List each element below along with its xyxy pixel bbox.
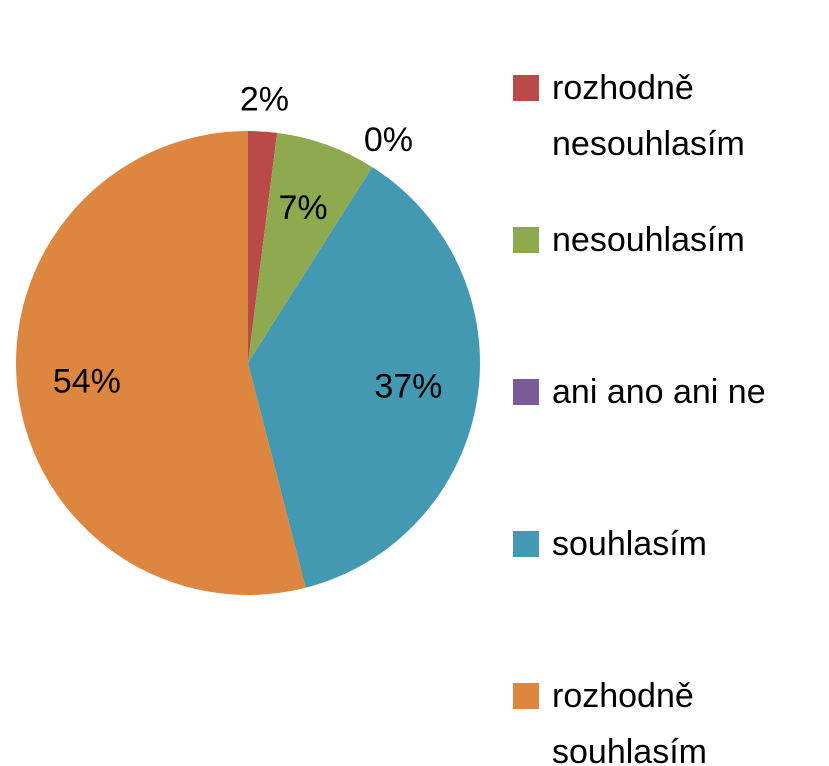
legend-label: ani ano ani ne xyxy=(552,373,766,411)
legend-label: nesouhlasím xyxy=(552,221,745,259)
pie-slice xyxy=(248,167,481,588)
pie-slice xyxy=(248,132,373,363)
legend-label: rozhodně souhlasím xyxy=(552,677,707,766)
legend-label: souhlasím xyxy=(552,525,707,563)
legend-swatch xyxy=(513,75,539,101)
data-label: 37% xyxy=(374,367,442,405)
legend-swatch xyxy=(513,227,539,253)
data-label: 7% xyxy=(278,189,327,227)
legend-swatch xyxy=(513,683,539,709)
legend-label: rozhodně nesouhlasím xyxy=(552,69,745,163)
legend-swatch xyxy=(513,379,539,405)
pie-slice xyxy=(248,131,278,363)
pie-slice xyxy=(16,131,306,595)
data-label: 54% xyxy=(53,362,121,400)
data-label: 0% xyxy=(364,121,413,159)
data-label: 2% xyxy=(240,81,289,119)
legend-swatch xyxy=(513,531,539,557)
